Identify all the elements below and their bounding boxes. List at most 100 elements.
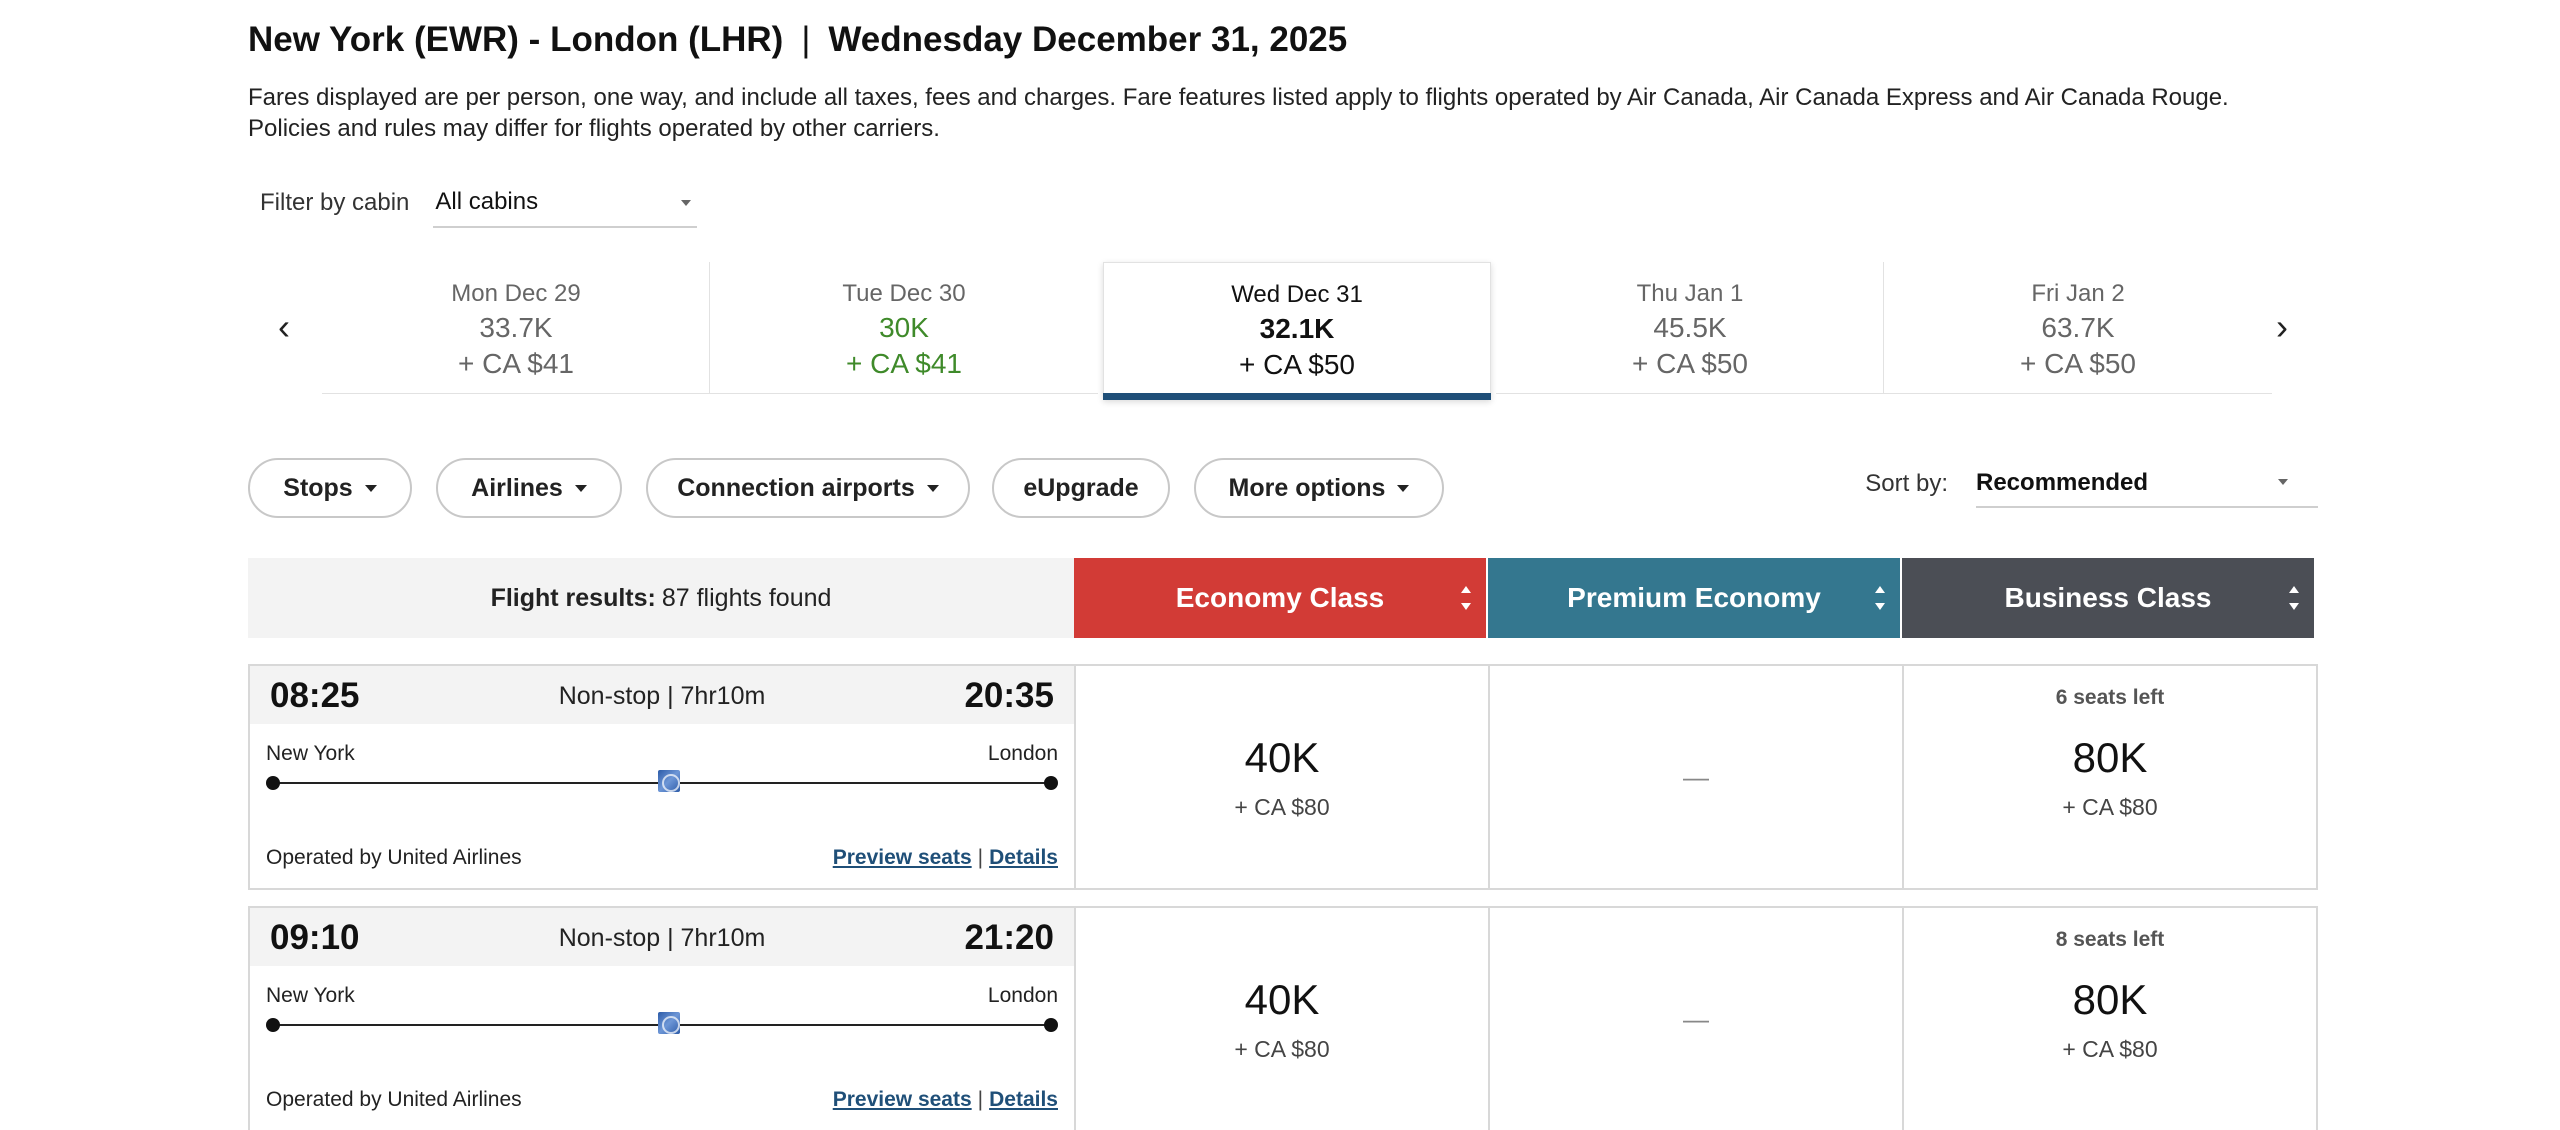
flight-row: 08:25 Non-stop | 7hr10m 20:35 New York L… (248, 664, 2318, 890)
sort-label: Sort by: (1865, 470, 1948, 497)
date-points: 30K (879, 312, 929, 343)
business-fare-cell[interactable]: 8 seats left 80K + CA $80 (1902, 908, 2316, 1130)
date-cash: + CA $50 (2020, 348, 2136, 379)
arrival-time: 21:20 (964, 918, 1054, 957)
more-options-label: More options (1228, 473, 1386, 502)
cabin-header-label: Premium Economy (1567, 582, 1821, 613)
date-day: Fri Jan 2 (2031, 280, 2125, 307)
fare-cash: + CA $80 (1234, 1036, 1330, 1062)
results-count: 87 flights found (661, 583, 832, 612)
cabin-filter-label: Filter by cabin (260, 189, 410, 216)
date-cash: + CA $41 (846, 348, 962, 379)
date-option-tue-dec-30[interactable]: Tue Dec 30 30K + CA $41 (710, 262, 1098, 394)
eupgrade-filter-button[interactable]: eUpgrade (992, 458, 1170, 518)
airlines-filter-label: Airlines (471, 473, 563, 502)
economy-fare-cell[interactable]: 40K + CA $80 (1074, 666, 1488, 888)
origin-city: New York (266, 984, 355, 1007)
route-label: New York (EWR) - London (LHR) (248, 20, 784, 59)
fare-cash: + CA $80 (2062, 794, 2158, 820)
flight-links: Preview seats | Details (833, 846, 1058, 870)
business-class-header[interactable]: Business Class (1902, 558, 2314, 638)
filter-bar: Stops Airlines Connection airports eUpgr… (248, 458, 2318, 518)
link-separator: | (977, 1088, 984, 1111)
operated-by: Operated by United Airlines (266, 846, 522, 869)
flight-path-line (266, 770, 1058, 792)
caret-down-icon (681, 200, 692, 206)
date-divider (709, 262, 710, 394)
fare-points: 40K (1244, 976, 1320, 1023)
date-option-thu-jan-1[interactable]: Thu Jan 1 45.5K + CA $50 (1496, 262, 1884, 394)
stops-filter-button[interactable]: Stops (248, 458, 412, 518)
fare-points: 80K (2072, 976, 2148, 1023)
business-fare-cell[interactable]: 6 seats left 80K + CA $80 (1902, 666, 2316, 888)
sort-select[interactable]: Recommended (1976, 458, 2318, 508)
date-option-wed-dec-31[interactable]: Wed Dec 31 32.1K + CA $50 (1103, 262, 1491, 400)
date-points: 63.7K (2041, 312, 2115, 343)
airlines-filter-button[interactable]: Airlines (436, 458, 622, 518)
united-airlines-logo-icon (658, 770, 680, 792)
chevron-right-icon[interactable]: › (2276, 306, 2288, 347)
date-option-mon-dec-29[interactable]: Mon Dec 29 33.7K + CA $41 (322, 262, 710, 394)
date-cash: + CA $50 (1239, 349, 1355, 380)
date-points: 45.5K (1653, 312, 1727, 343)
flight-times: 09:10 Non-stop | 7hr10m 21:20 (250, 908, 1074, 966)
united-airlines-logo-icon (658, 1012, 680, 1034)
selected-date-indicator (1103, 393, 1491, 400)
date-points: 33.7K (479, 312, 553, 343)
date-option-fri-jan-2[interactable]: Fri Jan 2 63.7K + CA $50 (1884, 262, 2272, 394)
connection-airports-filter-button[interactable]: Connection airports (646, 458, 970, 518)
cabin-header-label: Economy Class (1175, 582, 1385, 613)
flight-itinerary: 08:25 Non-stop | 7hr10m 20:35 New York L… (250, 666, 1074, 888)
flight-itinerary: 09:10 Non-stop | 7hr10m 21:20 New York L… (250, 908, 1074, 1130)
fare-disclaimer: Fares displayed are per person, one way,… (248, 84, 2229, 142)
flight-path-line (266, 1012, 1058, 1034)
premium-economy-fare-cell: — (1488, 908, 1902, 1130)
sort-icon (1460, 586, 1472, 610)
eupgrade-filter-label: eUpgrade (1023, 473, 1139, 502)
destination-city: London (987, 742, 1058, 765)
departure-time: 09:10 (270, 918, 360, 957)
seats-left: 6 seats left (2055, 686, 2165, 709)
origin-dot (266, 1018, 280, 1032)
origin-dot (266, 776, 280, 790)
caret-down-icon (1397, 484, 1410, 492)
sort-icon (2288, 586, 2300, 610)
date-cash: + CA $50 (1632, 348, 1748, 379)
details-link[interactable]: Details (989, 846, 1058, 869)
flight-links: Preview seats | Details (833, 1088, 1058, 1112)
destination-city: London (987, 984, 1058, 1007)
travel-date: Wednesday December 31, 2025 (828, 20, 1348, 59)
flight-times: 08:25 Non-stop | 7hr10m 20:35 (250, 666, 1074, 724)
preview-seats-link[interactable]: Preview seats (832, 846, 972, 869)
destination-dot (1044, 1018, 1058, 1032)
arrival-time: 20:35 (964, 676, 1054, 715)
results-summary: Flight results: 87 flights found (248, 558, 1074, 638)
details-link[interactable]: Details (989, 1088, 1058, 1111)
economy-fare-cell[interactable]: 40K + CA $80 (1074, 908, 1488, 1130)
cabin-select-value: All cabins (435, 188, 539, 215)
origin-city: New York (266, 742, 355, 765)
title-separator: | (801, 20, 811, 59)
fare-cash: + CA $80 (1234, 794, 1330, 820)
fare-unavailable: — (1683, 762, 1709, 792)
results-label: Flight results: (490, 583, 656, 612)
link-separator: | (977, 846, 984, 869)
sort-select-value: Recommended (1976, 469, 2149, 496)
flight-duration: Non-stop | 7hr10m (558, 924, 766, 952)
date-day: Thu Jan 1 (1636, 280, 1744, 307)
caret-down-icon (574, 484, 587, 492)
premium-economy-fare-cell: — (1488, 666, 1902, 888)
preview-seats-link[interactable]: Preview seats (832, 1088, 972, 1111)
seats-left: 8 seats left (2055, 928, 2165, 951)
date-day: Mon Dec 29 (451, 280, 581, 307)
economy-class-header[interactable]: Economy Class (1074, 558, 1486, 638)
date-points: 32.1K (1259, 313, 1335, 344)
cabin-select[interactable]: All cabins (433, 178, 698, 228)
chevron-left-icon[interactable]: ‹ (278, 306, 290, 347)
page-title: New York (EWR) - London (LHR) | Wednesday … (248, 20, 1347, 60)
flight-row: 09:10 Non-stop | 7hr10m 21:20 New York L… (248, 906, 2318, 1130)
more-options-button[interactable]: More options (1194, 458, 1444, 518)
premium-economy-header[interactable]: Premium Economy (1488, 558, 1900, 638)
fare-cash: + CA $80 (2062, 1036, 2158, 1062)
fare-points: 80K (2072, 734, 2148, 781)
